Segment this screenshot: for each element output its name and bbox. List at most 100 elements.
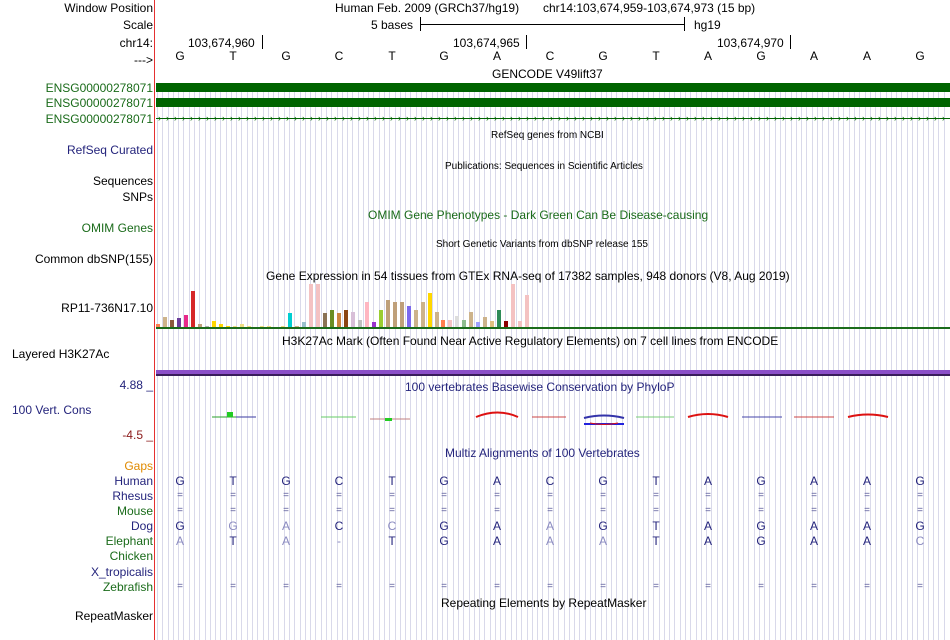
gtex-bar[interactable] [497, 310, 501, 328]
gtex-bar[interactable] [372, 322, 376, 328]
gridline [854, 85, 855, 640]
gtex-bar[interactable] [170, 320, 174, 328]
label-gene-1[interactable]: ENSG00000278071 [45, 81, 153, 95]
label-omim[interactable]: OMIM Genes [81, 221, 153, 235]
label-phylop-max: 4.88 _ [119, 378, 153, 392]
gene-bar-1[interactable] [156, 83, 950, 92]
gtex-bar[interactable] [483, 317, 487, 328]
gtex-bar[interactable] [212, 321, 216, 328]
gtex-bar[interactable] [407, 306, 411, 328]
gtex-bar[interactable] [476, 322, 480, 328]
gtex-bar[interactable] [302, 322, 306, 328]
gtex-bar[interactable] [323, 313, 327, 328]
gene-intron-line[interactable] [156, 118, 950, 119]
gtex-bar[interactable] [177, 318, 181, 328]
align-zebrafish-10: = [705, 581, 711, 592]
gridline [173, 85, 174, 640]
gtex-bar[interactable] [288, 313, 292, 328]
label-gene-2[interactable]: ENSG00000278071 [45, 96, 153, 110]
gtex-bar[interactable] [156, 324, 160, 328]
gtex-bar[interactable] [525, 295, 529, 328]
h3k27ac-signal[interactable] [156, 370, 950, 374]
gtex-bar[interactable] [490, 321, 494, 328]
align-dog-3: C [334, 519, 344, 533]
gtex-bar[interactable] [163, 317, 167, 328]
gtex-bar[interactable] [365, 302, 369, 328]
align-mouse-9: = [653, 505, 659, 516]
intron-arrow: › [910, 113, 913, 123]
label-h3k27ac[interactable]: Layered H3K27Ac [12, 347, 110, 361]
gtex-bar[interactable] [421, 302, 425, 328]
track-title-omim: OMIM Gene Phenotypes - Dark Green Can Be… [368, 208, 709, 222]
intron-arrow: › [742, 113, 745, 123]
gtex-bar[interactable] [393, 302, 397, 328]
gtex-bar-chart[interactable] [156, 284, 532, 328]
align-mouse-1: = [230, 505, 236, 516]
gtex-bar[interactable] [379, 310, 383, 328]
gtex-bar[interactable] [469, 312, 473, 328]
label-gtex-gene[interactable]: RP11-736N17.10 [61, 301, 153, 315]
intron-arrow: › [470, 113, 473, 123]
label-snps[interactable]: SNPs [122, 190, 153, 204]
gtex-bar[interactable] [198, 324, 202, 328]
gtex-bar[interactable] [455, 316, 459, 328]
gtex-bar[interactable] [400, 302, 404, 328]
gridline [315, 85, 316, 640]
label-refseq[interactable]: RefSeq Curated [66, 143, 153, 157]
intron-arrow: › [750, 113, 753, 123]
gene-bar-2[interactable] [156, 98, 950, 107]
gtex-bar[interactable] [344, 310, 348, 328]
gtex-bar[interactable] [414, 310, 418, 328]
label-common-snp[interactable]: Common dbSNP(155) [34, 252, 153, 266]
label-vert-cons[interactable]: 100 Vert. Cons [12, 403, 92, 417]
align-dog-5: G [439, 519, 449, 533]
intron-arrow: › [302, 113, 305, 123]
gridline [653, 85, 654, 640]
intron-arrow: › [566, 113, 569, 123]
gtex-bar[interactable] [462, 320, 466, 328]
intron-arrow: › [814, 113, 817, 123]
gridline [875, 85, 876, 640]
gtex-bar[interactable] [330, 310, 334, 328]
gtex-bar[interactable] [435, 312, 439, 328]
label-sequences[interactable]: Sequences [92, 174, 153, 188]
intron-arrow: › [886, 113, 889, 123]
intron-arrow: › [286, 113, 289, 123]
intron-arrow: › [318, 113, 321, 123]
gtex-bar[interactable] [441, 320, 445, 328]
gtex-bar[interactable] [448, 320, 452, 328]
gridline [294, 85, 295, 640]
gtex-bar[interactable] [219, 324, 223, 328]
gtex-bar[interactable] [351, 312, 355, 328]
align-elephant-7: A [545, 534, 554, 548]
gtex-bar[interactable] [428, 293, 432, 328]
intron-arrow: › [430, 113, 433, 123]
gtex-bar[interactable] [518, 321, 522, 328]
gtex-bar[interactable] [191, 291, 195, 328]
phylop-signal[interactable] [156, 398, 950, 432]
align-mouse-2: = [283, 505, 289, 516]
intron-arrow: › [918, 113, 921, 123]
align-rhesus-14: = [917, 490, 923, 501]
label-repeatmasker[interactable]: RepeatMasker [74, 609, 153, 623]
phylop-cluster-4 [687, 413, 889, 418]
gtex-bar[interactable] [316, 284, 320, 328]
intron-arrow: › [758, 113, 761, 123]
gtex-bar[interactable] [337, 313, 341, 328]
gtex-bar[interactable] [504, 321, 508, 328]
gtex-bar[interactable] [309, 284, 313, 328]
gtex-bar[interactable] [240, 324, 244, 328]
gtex-bar[interactable] [386, 300, 390, 328]
gtex-bar[interactable] [184, 315, 188, 328]
label-gene-3[interactable]: ENSG00000278071 [45, 112, 153, 126]
gridline [220, 85, 221, 640]
intron-arrow: › [198, 113, 201, 123]
gridline [838, 85, 839, 640]
intron-arrow: › [214, 113, 217, 123]
align-human-12: A [809, 474, 818, 488]
gtex-bar[interactable] [511, 284, 515, 328]
align-dog-14: G [915, 519, 925, 533]
gridline [426, 85, 427, 640]
gtex-bar[interactable] [358, 320, 362, 328]
base-3: C [334, 49, 344, 63]
